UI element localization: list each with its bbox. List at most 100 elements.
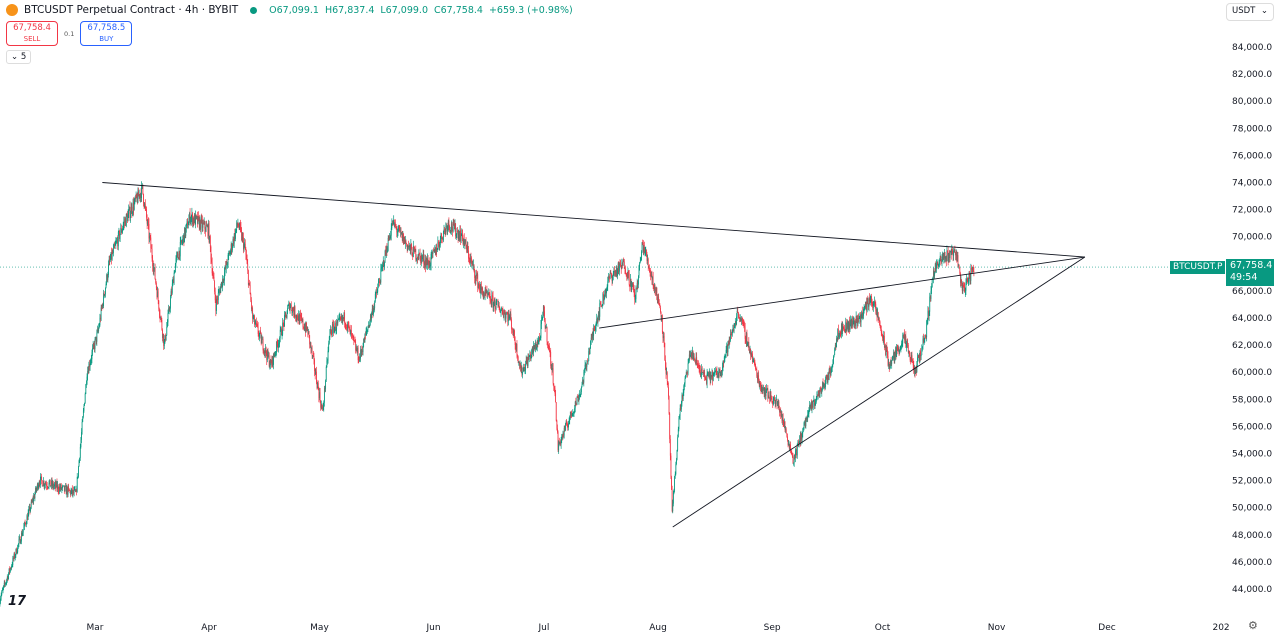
candle-body [823, 383, 825, 386]
candle-body [126, 214, 128, 216]
candle-body [691, 350, 693, 356]
candle-body [737, 311, 739, 313]
symbol-title[interactable]: BTCUSDT Perpetual Contract · 4h · BYBIT [24, 4, 239, 16]
candle-body [718, 370, 720, 378]
candle-body [837, 328, 839, 338]
candle-body [304, 327, 306, 330]
candle-body [319, 392, 320, 399]
candle-body [188, 219, 190, 225]
candle-body [149, 235, 151, 238]
candle-body [900, 346, 902, 349]
candle-body [155, 279, 157, 284]
candle-body [599, 303, 601, 304]
candle-body [511, 328, 513, 330]
candle-body [171, 291, 173, 293]
candle-body [181, 242, 183, 244]
buy-button[interactable]: 67,758.5 BUY [80, 21, 133, 46]
candle-body [358, 360, 360, 362]
candle-body [49, 479, 51, 483]
candle-body [665, 366, 667, 374]
candle-body [522, 372, 523, 375]
candle-body [270, 359, 272, 364]
candle-body [351, 334, 353, 335]
chevron-down-icon: ⌄ [11, 52, 19, 62]
candle-body [435, 248, 437, 255]
candle-body [905, 336, 907, 348]
candle-body [644, 247, 645, 254]
candle-body [554, 388, 556, 394]
candle-body [245, 249, 247, 255]
currency-select[interactable]: USDT ⌄ [1226, 3, 1274, 21]
candle-body [650, 272, 652, 277]
candle-body [323, 402, 325, 408]
candle-body [633, 284, 634, 291]
candle-body [78, 460, 80, 467]
candle-body [272, 356, 274, 365]
candle-body [255, 321, 257, 324]
candle-body [574, 408, 576, 412]
sell-button[interactable]: 67,758.4 SELL [6, 21, 58, 46]
settings-gear-icon[interactable]: ⚙ [1248, 619, 1258, 632]
candle-body [222, 278, 223, 287]
x-tick-label: Apr [201, 623, 217, 633]
candle-body [81, 421, 83, 433]
candle-body [699, 368, 701, 371]
candle-body [515, 343, 517, 351]
candle-body [73, 489, 75, 494]
candle-body [651, 274, 653, 280]
candle-body [15, 548, 17, 556]
candle-body [591, 337, 593, 339]
candle-body [85, 384, 87, 394]
candle-body [619, 263, 621, 265]
candle-body [203, 222, 204, 224]
candle-body [317, 383, 319, 389]
candle-body [951, 249, 953, 255]
candle-body [530, 354, 531, 359]
candle-body [673, 490, 675, 493]
candle-body [856, 315, 858, 320]
candle-body [65, 485, 66, 487]
candle-body [189, 213, 191, 223]
candle-body [422, 254, 424, 258]
candle-body [618, 263, 620, 272]
candle-body [28, 506, 30, 510]
candle-body [420, 255, 422, 263]
trendline [672, 256, 1086, 528]
candle-body [57, 485, 58, 489]
candle-body [958, 265, 960, 268]
candle-body [479, 288, 481, 294]
candle-body [677, 437, 679, 451]
candle-body [774, 400, 776, 404]
candle-body [139, 193, 141, 198]
candle-body [929, 296, 931, 299]
candle-body [431, 252, 433, 254]
candle-body [963, 286, 965, 288]
candle-body [119, 231, 120, 239]
candle-body [878, 319, 880, 321]
candle-body [279, 337, 281, 344]
candle-body [934, 272, 936, 276]
candle-body [761, 389, 763, 392]
candle-body [541, 319, 542, 325]
candle-body [743, 322, 745, 327]
candle-body [88, 363, 90, 374]
candle-body [615, 268, 617, 274]
candle-body [402, 233, 404, 241]
indicators-collapse-button[interactable]: ⌄ 5 [6, 50, 32, 64]
y-tick-label: 64,000.0 [1232, 314, 1272, 324]
candle-body [619, 263, 620, 272]
candle-body [58, 490, 60, 492]
candle-body [108, 259, 110, 265]
tradingview-logo[interactable]: 17 [8, 594, 27, 609]
candle-body [737, 312, 739, 315]
candle-body [102, 304, 104, 307]
candle-body [469, 258, 471, 263]
candle-body [16, 551, 18, 554]
candle-body [89, 363, 90, 367]
candle-body [312, 355, 314, 357]
candle-body [752, 354, 753, 362]
candle-body [206, 225, 208, 227]
candle-body [511, 319, 512, 329]
candle-body [832, 363, 834, 365]
